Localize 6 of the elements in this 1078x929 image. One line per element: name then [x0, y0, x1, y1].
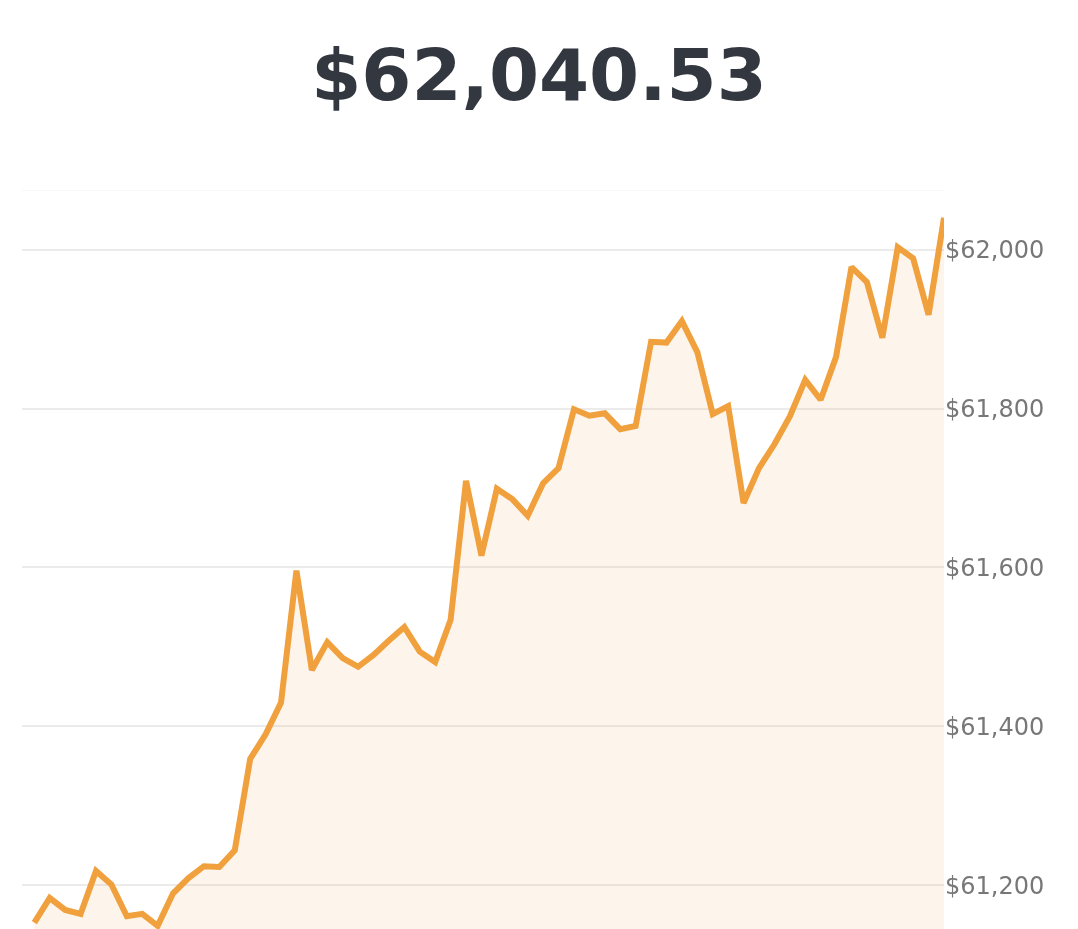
y-tick-label: $62,000 [945, 236, 1045, 264]
y-tick-label: $61,400 [945, 712, 1045, 741]
chart-title: $62,040.53 [311, 32, 767, 117]
y-tick-label: $61,800 [945, 394, 1045, 423]
y-tick-label: $61,200 [945, 871, 1045, 900]
y-tick-label: $61,600 [945, 553, 1045, 582]
